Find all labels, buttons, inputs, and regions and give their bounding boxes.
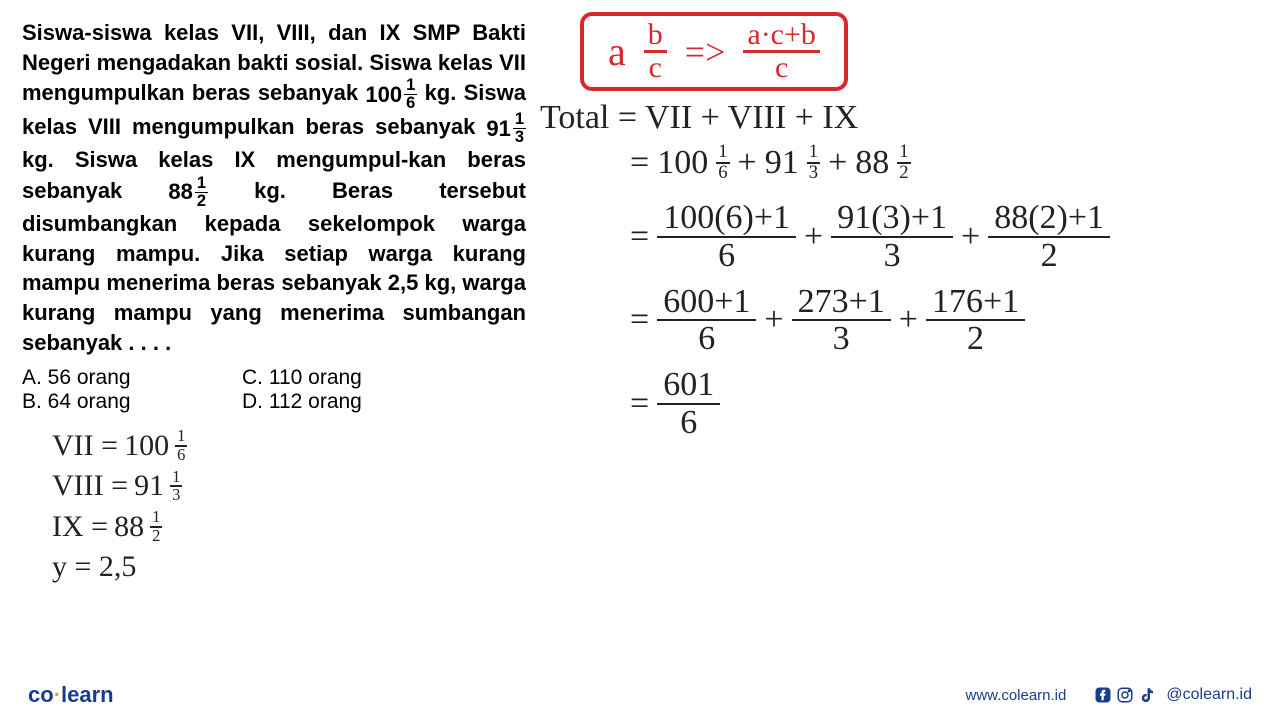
mixed-fraction-2: 91 13: [486, 111, 526, 145]
answer-c: C. 110 orang: [242, 366, 462, 390]
calc-line-2: = 100 16 + 91 13 + 88 12: [630, 143, 1260, 182]
facebook-icon: [1094, 686, 1112, 704]
instagram-icon: [1116, 686, 1134, 704]
problem-part-4: kg. Beras tersebut disumbangkan kepada s…: [22, 178, 526, 355]
calc-line-1: Total = VII + VIII + IX: [540, 99, 1260, 137]
footer-right: www.colearn.id @colearn.id: [965, 686, 1252, 704]
calc-line-5: = 6016: [630, 367, 1260, 440]
handwriting-notes-left: VII = 100 16 VIII = 91 13 IX = 88 12 y =…: [22, 426, 526, 588]
social-icons: [1094, 686, 1156, 704]
brand-dot-icon: ·: [54, 682, 61, 707]
problem-panel: Siswa-siswa kelas VII, VIII, dan IX SMP …: [0, 0, 540, 660]
mixed-fraction-1: 100 16: [365, 77, 417, 111]
calc-line-4: = 600+16 + 273+13 + 176+12: [630, 284, 1260, 357]
tiktok-icon: [1138, 686, 1156, 704]
footer-url: www.colearn.id: [965, 687, 1066, 704]
answer-a: A. 56 orang: [22, 366, 242, 390]
mixed-fraction-3: 88 12: [168, 175, 208, 209]
answer-choices: A. 56 orang C. 110 orang B. 64 orang D. …: [22, 366, 526, 414]
calc-line-3: = 100(6)+16 + 91(3)+13 + 88(2)+12: [630, 200, 1260, 273]
footer: co·learn www.colearn.id @colearn.id: [0, 670, 1280, 720]
answer-b: B. 64 orang: [22, 390, 242, 414]
social-handle: @colearn.id: [1166, 686, 1252, 704]
brand-logo: co·learn: [28, 682, 114, 708]
calculation-steps: Total = VII + VIII + IX = 100 16 + 91 13…: [540, 99, 1260, 441]
working-panel: a bc => a·c+bc Total = VII + VIII + IX =…: [540, 0, 1280, 660]
problem-text: Siswa-siswa kelas VII, VIII, dan IX SMP …: [22, 18, 526, 358]
formula-box: a bc => a·c+bc: [580, 12, 848, 91]
answer-d: D. 112 orang: [242, 390, 462, 414]
